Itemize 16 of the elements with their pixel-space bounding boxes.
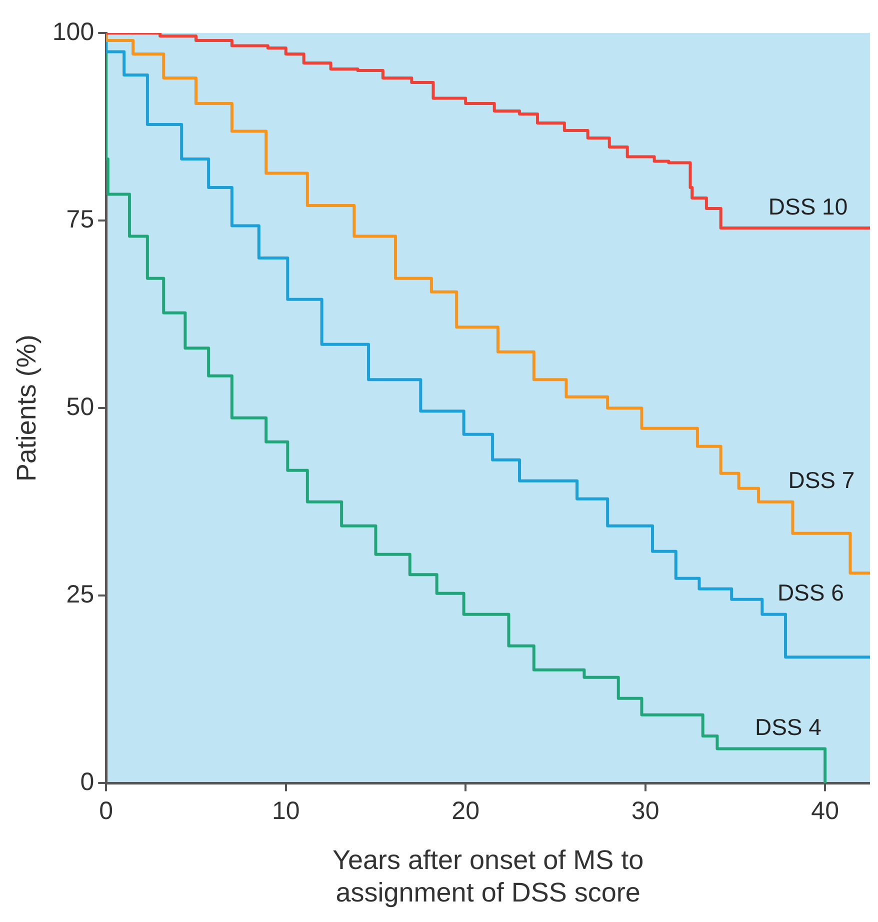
y-axis-title: Patients (%) [12, 334, 42, 482]
y-tick-label: 75 [66, 205, 94, 234]
x-axis-title: Years after onset of MS to assignment of DSS score [332, 844, 644, 908]
x-tick-label: 30 [631, 797, 660, 826]
series-label: DSS 10 [768, 193, 848, 220]
y-tick-label: 100 [52, 18, 94, 46]
series-label: DSS 4 [754, 714, 822, 740]
x-tick-label: 20 [452, 797, 480, 826]
y-tick-label: 25 [66, 580, 94, 609]
x-tick-label: 10 [272, 797, 300, 826]
x-tick-label: 0 [99, 797, 114, 826]
y-tick-label: 0 [80, 768, 94, 796]
series-label: DSS 6 [777, 580, 844, 606]
y-tick-label: 50 [66, 392, 94, 421]
x-tick-label: 40 [811, 797, 839, 826]
series-label: DSS 7 [788, 467, 855, 494]
